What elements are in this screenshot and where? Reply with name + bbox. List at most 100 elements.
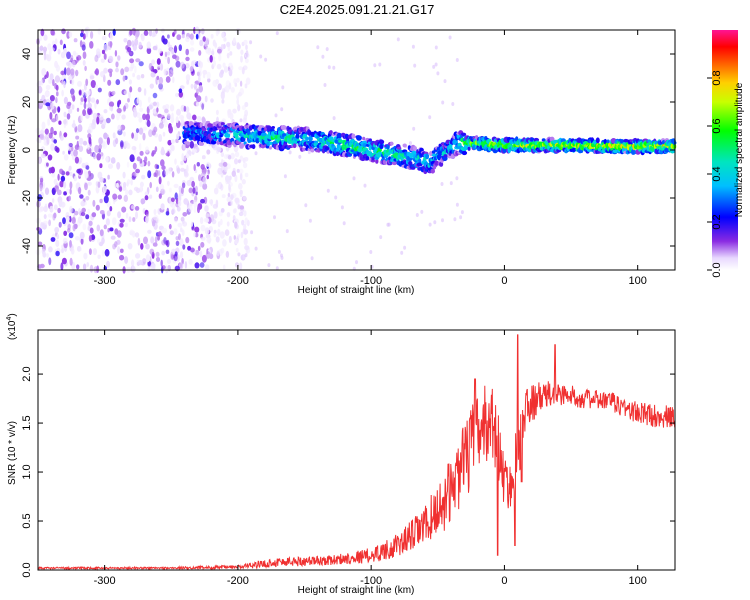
spectrogram-noise-cell (99, 177, 104, 183)
spectrogram-noise-cell (55, 114, 59, 122)
spectrogram-noise-cell (174, 192, 178, 200)
spectrogram-y-ticks: -40 -20 0 20 40 (21, 48, 675, 254)
spectrogram-noise-cell (167, 51, 171, 56)
spectrogram-noise-cell (114, 241, 118, 248)
spectrogram-noise-cell (104, 249, 110, 257)
spectrogram-noise-cell (101, 49, 106, 55)
spectrogram-noise-cell (57, 207, 61, 214)
spectrogram-noise-cell (88, 248, 92, 256)
spectrogram-noise-cell (214, 42, 218, 48)
spectrogram-ridge-cell (402, 143, 407, 148)
spectrogram-noise-cell (124, 66, 130, 73)
spectrogram-noise-cell (387, 222, 391, 227)
spectrogram-noise-cell (222, 264, 226, 271)
spectrogram-noise-cell (111, 113, 115, 120)
spectrogram-noise-cell (47, 154, 53, 161)
spectrogram-noise-cell (90, 152, 94, 157)
spectrogram-noise-cell (212, 60, 216, 67)
spectrogram-noise-cell (185, 236, 190, 244)
spectrogram-noise-cell (128, 66, 134, 72)
spectrogram-noise-cell (244, 83, 248, 89)
spectrogram-noise-cell (186, 179, 192, 187)
spectrogram-noise-cell (110, 157, 116, 164)
spectrogram-noise-cell (409, 141, 412, 146)
spectrogram-noise-cell (73, 175, 78, 182)
spectrogram-noise-cell (139, 143, 142, 151)
spectrogram-noise-cell (108, 101, 115, 107)
spectrogram-y-axis-title: Frequency (Hz) (7, 116, 18, 185)
spectrogram-noise-cell (111, 90, 116, 96)
colorbar-ticks: 0.0 0.2 0.4 0.6 0.8 (707, 70, 723, 278)
spectrogram-noise-cell (158, 83, 164, 90)
spectrogram-noise-cell (185, 106, 190, 113)
spectrogram-noise-cell (137, 237, 141, 246)
spectrogram-noise-cell (193, 83, 198, 90)
spectrogram-noise-cell (141, 174, 146, 180)
spectrogram-noise-cell (128, 79, 132, 85)
spectrogram-noise-cell (169, 230, 174, 236)
spectrogram-noise-cell (151, 150, 156, 155)
spectrogram-noise-cell (146, 47, 152, 54)
spectrogram-noise-cell (198, 50, 202, 56)
spectrogram-noise-cell (229, 112, 234, 120)
spectrogram-noise-cell (133, 172, 137, 177)
spectrogram-noise-cell (275, 31, 279, 36)
spectrogram-noise-cell (234, 151, 240, 158)
spectrogram-noise-cell (230, 194, 234, 201)
colorbar-tick-label: 0.8 (711, 70, 723, 85)
spectrogram-noise-cell (84, 169, 89, 177)
spectrogram-noise-cell (234, 238, 239, 244)
spectrogram-noise-cell (163, 237, 167, 244)
spectrogram-noise-cell (234, 197, 240, 204)
spectrogram-noise-cell (63, 230, 68, 236)
spectrogram-noise-cell (39, 184, 43, 192)
spectrogram-noise-cell (176, 34, 182, 41)
spectrogram-noise-cell (171, 171, 175, 178)
spectrogram-noise-cell (165, 265, 169, 274)
spectrogram-noise-cell (94, 70, 98, 75)
spectrogram-ridge-cell (425, 153, 430, 160)
spectrogram-noise-cell (459, 215, 463, 220)
spectrogram-noise-cell (355, 260, 358, 265)
spectrogram-noise-cell (460, 210, 464, 215)
spectrogram-noise-cell (304, 203, 308, 208)
spectrogram-noise-cell (192, 199, 198, 204)
spectrogram-noise-cell (222, 62, 226, 68)
spectrogram-noise-cell (400, 250, 404, 255)
spectrogram-noise-cell (239, 190, 243, 195)
spectrogram-ridge-cell (672, 141, 677, 145)
colorbar-tick-label: 0.0 (711, 262, 723, 277)
spectrogram-noise-cell (171, 208, 176, 215)
spectrogram-noise-cell (363, 183, 367, 188)
spectrogram-noise-cell (130, 179, 133, 186)
spectrogram-noise-cell (115, 137, 119, 145)
spectrogram-noise-cell (107, 228, 110, 233)
spectrogram-noise-cell (41, 68, 47, 76)
snr-y-tick-label: 1.5 (21, 415, 33, 430)
spectrogram-noise-cell (80, 113, 83, 122)
spectrogram-noise-cell (102, 141, 108, 149)
spectrogram-noise-cell (66, 113, 71, 120)
snr-x-tick-label: -100 (360, 575, 382, 587)
spectrogram-noise-cell (65, 171, 70, 176)
spectrogram-ridge-cell (223, 129, 227, 134)
spectrogram-noise-cell (119, 222, 124, 228)
spectrogram-noise-cell (87, 125, 93, 134)
spectrogram-noise-cell (152, 108, 157, 114)
spectrogram-noise-cell (239, 172, 243, 181)
spectrogram-noise-cell (78, 186, 82, 195)
spectrogram-ridge-cell (295, 134, 300, 139)
spectrogram-noise-cell (142, 113, 147, 121)
spectrogram-noise-cell (180, 160, 184, 166)
spectrogram-noise-cell (92, 248, 97, 256)
spectrogram-ridge-cell (379, 143, 384, 150)
spectrogram-noise-cell (78, 90, 82, 95)
spectrogram-noise-cell (50, 143, 55, 151)
spectrogram-noise-cell (245, 58, 249, 64)
spectrogram-noise-cell (241, 105, 246, 111)
spectrogram-noise-cell (91, 212, 97, 218)
spectrogram-noise-cell (138, 41, 142, 49)
spectrogram-noise-cell (109, 227, 114, 232)
spectrogram-noise-cell (54, 38, 58, 45)
spectrogram-noise-cell (158, 48, 162, 54)
